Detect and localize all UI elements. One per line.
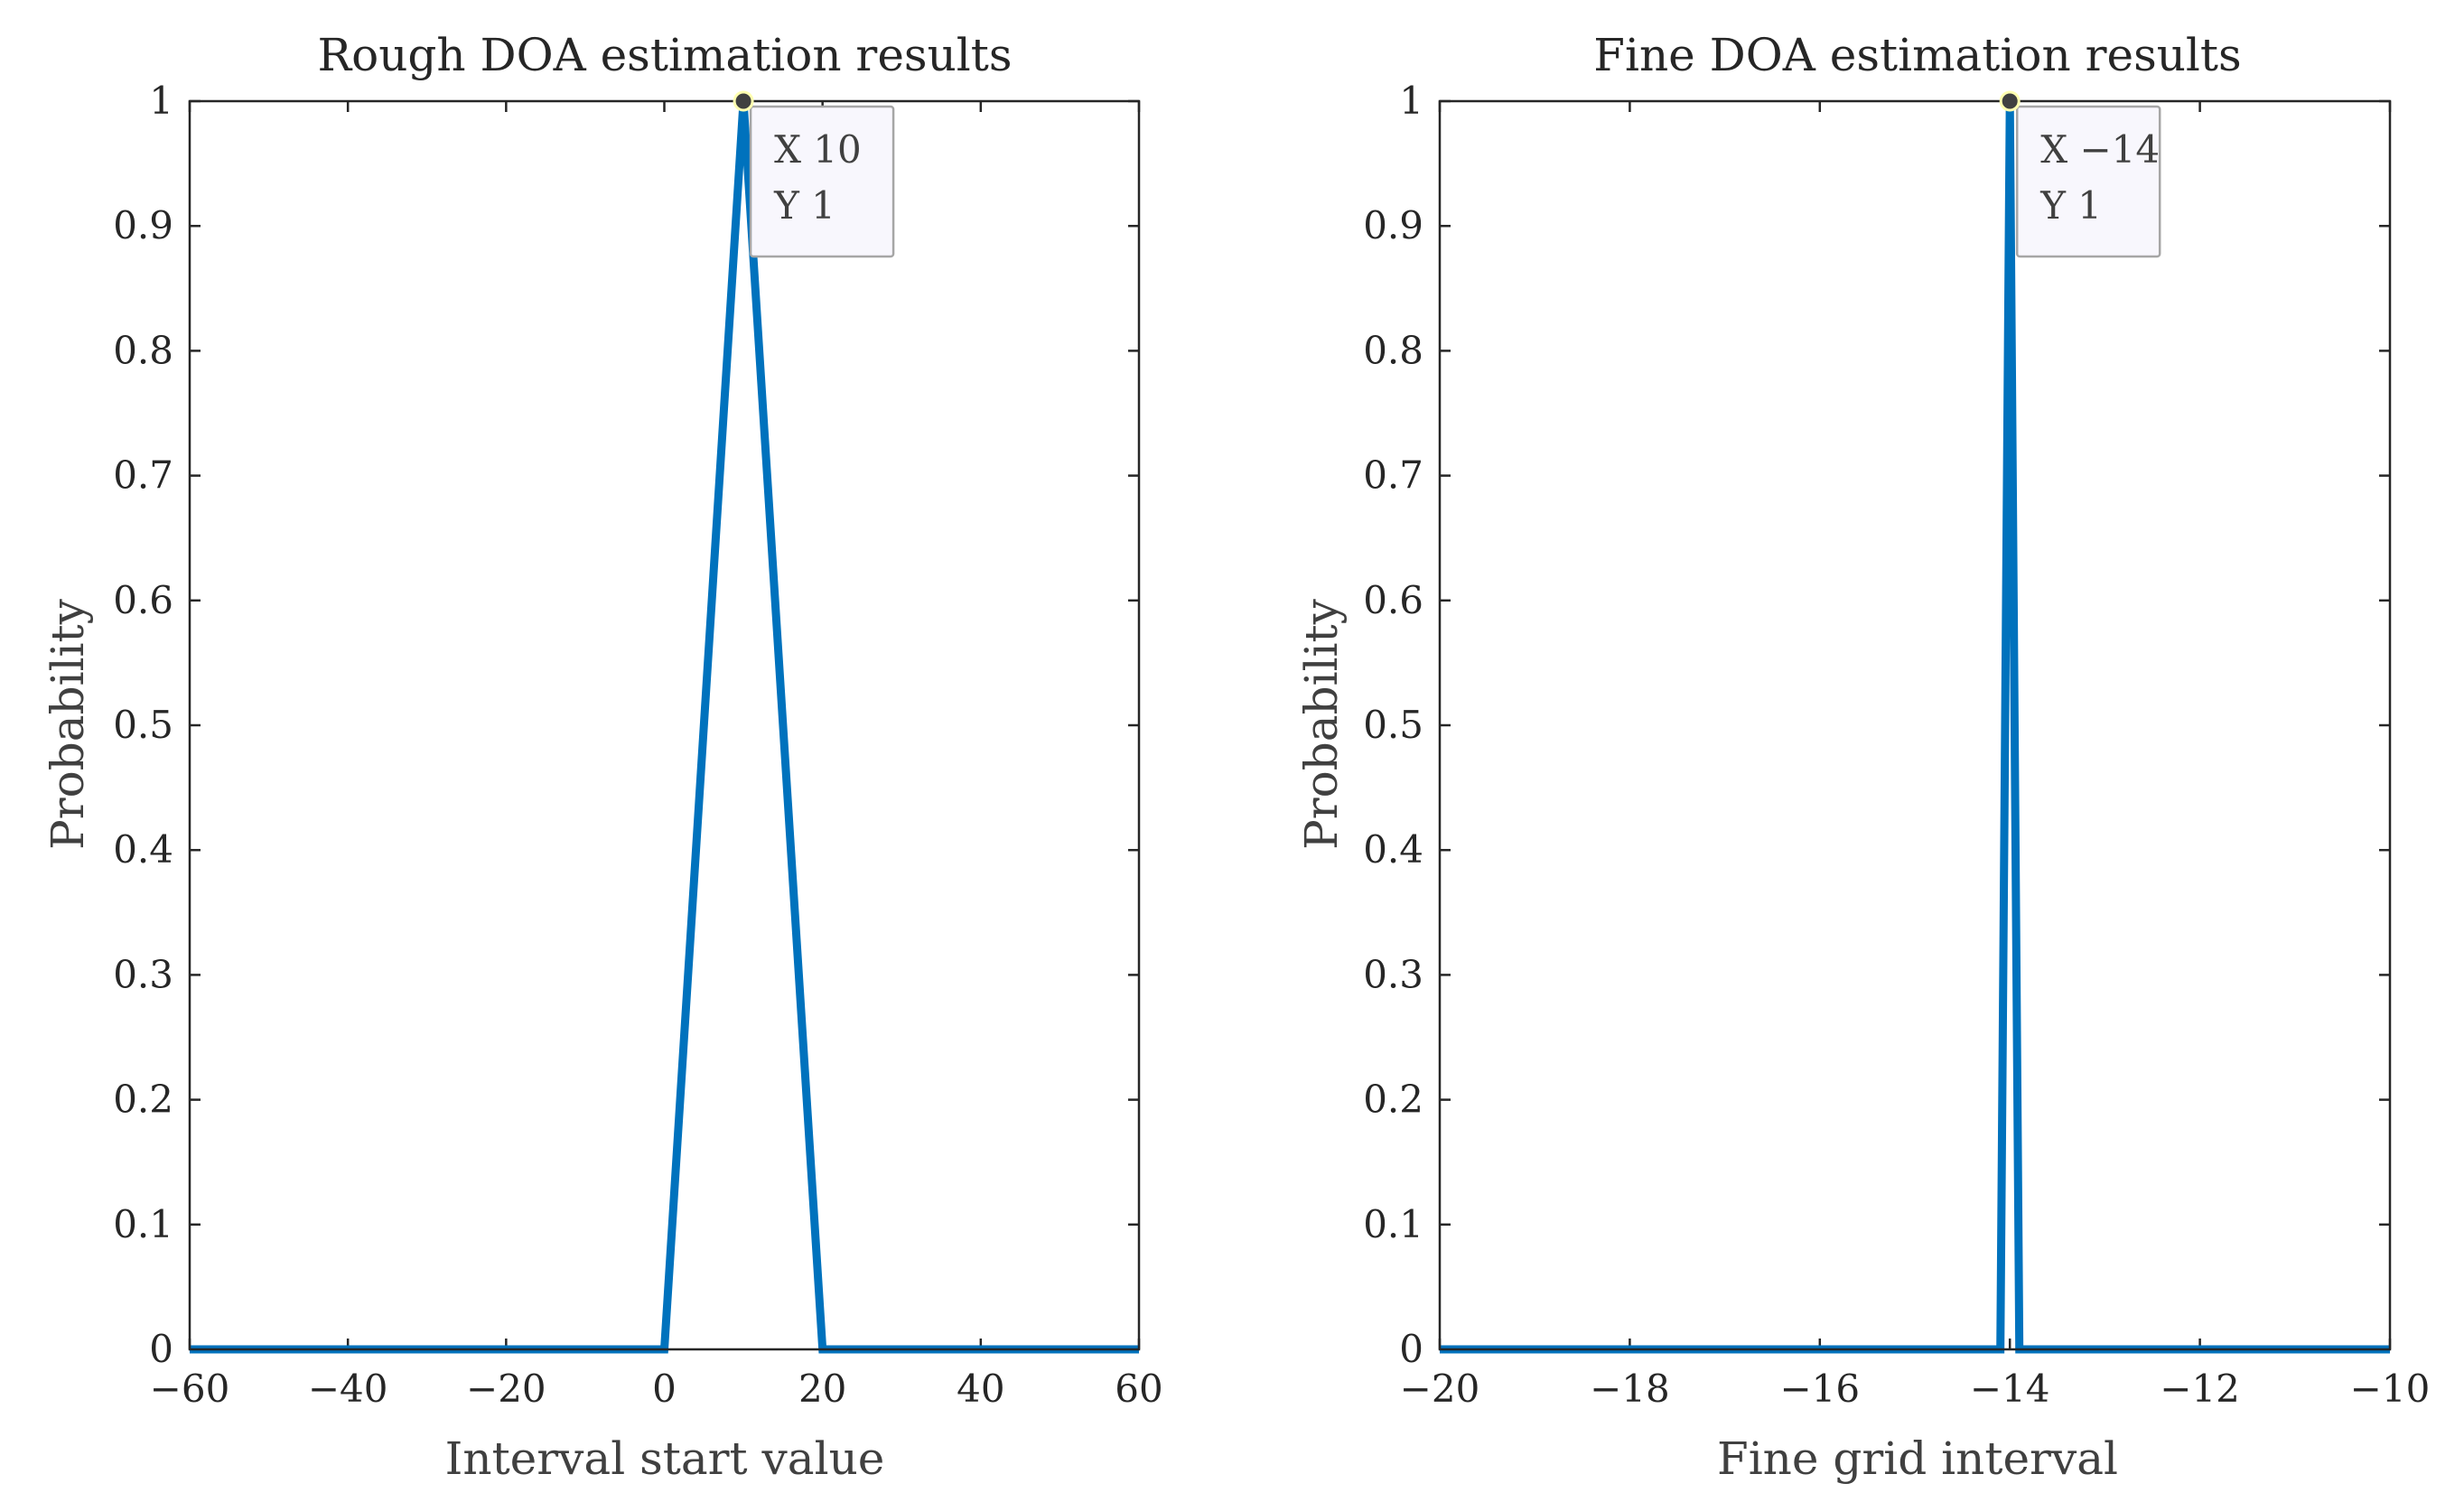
x-axis-label: Fine grid interval [1717, 1432, 2118, 1485]
axes-box [1438, 99, 2392, 1351]
x-tick-label: 60 [1115, 1367, 1162, 1411]
y-tick-label: 0.2 [113, 1078, 173, 1122]
y-axis-label: Probability [42, 598, 94, 850]
x-tick-label: 40 [957, 1367, 1004, 1411]
data-tip-box [749, 105, 895, 258]
x-axis-label: Interval start value [445, 1432, 885, 1485]
y-tick-label: 0.9 [1363, 203, 1423, 247]
y-axis-label: Probability [1295, 598, 1348, 850]
data-tip[interactable]: X 10 Y 1 [733, 90, 895, 258]
y-tick-label: 0 [1399, 1327, 1423, 1371]
tick-layer: −20 −18 −16 −14 −12 −10 0 0.1 0.2 0.3 0.4 0.5 0.6 0.7… [1363, 79, 2430, 1411]
axes-box [188, 99, 1141, 1351]
x-tick-label: −12 [2160, 1367, 2240, 1411]
x-tick-label: 0 [652, 1367, 677, 1411]
y-tick-label: 0.6 [1363, 578, 1423, 622]
x-tick-label: −40 [308, 1367, 388, 1411]
data-tip-y-text: Y 1 [2039, 183, 2102, 228]
chart-title: Rough DOA estimation results [317, 29, 1012, 81]
y-tick-label: 0.1 [1363, 1202, 1423, 1246]
data-tip-box [2015, 105, 2161, 258]
y-tick-label: 0.8 [113, 328, 173, 372]
y-tick-label: 0.3 [1363, 952, 1423, 996]
data-tip-y-text: Y 1 [773, 183, 835, 228]
x-tick-label: −20 [1400, 1367, 1480, 1411]
data-tip-x-text: X −14 [2040, 127, 2160, 172]
y-tick-label: 0.4 [113, 827, 173, 872]
chart-rough-doa: Rough DOA estimation results Interval st… [42, 29, 1163, 1485]
x-tick-label: −18 [1590, 1367, 1670, 1411]
y-tick-label: 1 [149, 79, 173, 123]
y-tick-label: 0.7 [113, 453, 173, 498]
y-tick-label: 0.5 [113, 703, 173, 747]
y-tick-label: 0.7 [1363, 453, 1423, 498]
x-tick-label: −20 [466, 1367, 546, 1411]
data-tip-marker [1999, 90, 2021, 112]
data-tip-x-text: X 10 [774, 127, 862, 172]
y-tick-label: 1 [1399, 79, 1423, 123]
tick-layer: −60 −40 −20 0 20 40 60 0 0.1 0.2 0.3 0.4 0.5 0.6 0.7 0.… [113, 79, 1163, 1411]
y-tick-label: 0.1 [113, 1202, 173, 1246]
chart-title: Fine DOA estimation results [1593, 29, 2241, 81]
x-tick-label: −60 [150, 1367, 230, 1411]
chart-fine-doa: Fine DOA estimation results Fine grid in… [1295, 29, 2430, 1485]
data-tip[interactable]: X −14 Y 1 [1999, 90, 2161, 258]
y-tick-label: 0.9 [113, 203, 173, 247]
y-tick-label: 0.5 [1363, 703, 1423, 747]
y-tick-label: 0.3 [113, 952, 173, 996]
y-tick-label: 0.6 [113, 578, 173, 622]
data-tip-marker [733, 90, 754, 112]
x-tick-label: −14 [1970, 1367, 2050, 1411]
x-tick-label: −16 [1779, 1367, 1860, 1411]
y-tick-label: 0.4 [1363, 827, 1423, 872]
x-tick-label: −10 [2350, 1367, 2431, 1411]
y-tick-label: 0.2 [1363, 1078, 1423, 1122]
y-tick-label: 0.8 [1363, 328, 1423, 372]
x-tick-label: 20 [798, 1367, 846, 1411]
y-tick-label: 0 [149, 1327, 173, 1371]
